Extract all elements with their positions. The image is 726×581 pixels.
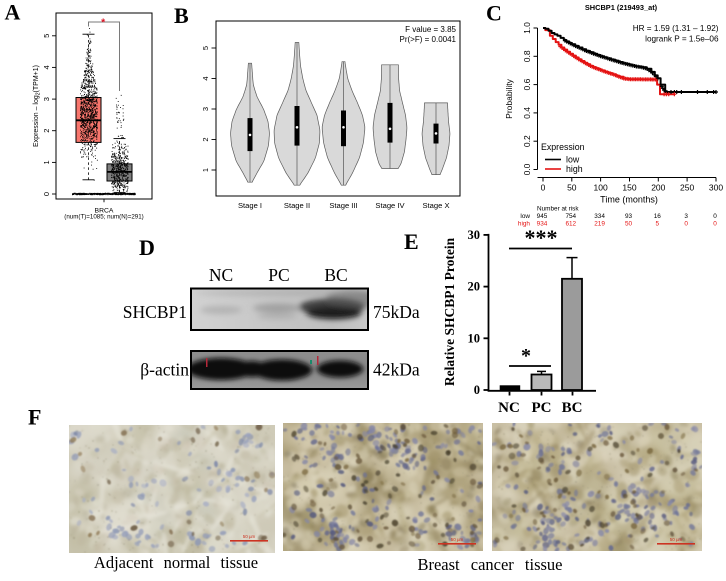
- svg-text:*: *: [521, 345, 531, 367]
- svg-text:PC: PC: [268, 265, 289, 285]
- svg-text:Expression: Expression: [541, 142, 585, 152]
- svg-text:logrank P = 1.5e–06: logrank P = 1.5e–06: [645, 35, 719, 44]
- svg-text:754: 754: [565, 213, 576, 220]
- svg-text:Stage I: Stage I: [238, 201, 262, 210]
- svg-text:Relative SHCBP1 Protein: Relative SHCBP1 Protein: [442, 237, 457, 386]
- svg-text:2: 2: [42, 129, 51, 133]
- svg-text:50: 50: [625, 221, 633, 228]
- svg-text:D: D: [139, 235, 155, 260]
- svg-text:BC: BC: [324, 265, 347, 285]
- svg-text:42kDa: 42kDa: [373, 360, 420, 380]
- svg-text:0: 0: [684, 221, 688, 228]
- svg-text:***: ***: [525, 225, 558, 250]
- svg-text:0.4: 0.4: [522, 107, 532, 119]
- svg-text:150: 150: [622, 183, 636, 193]
- svg-text:β-actin: β-actin: [140, 360, 189, 380]
- svg-text:50 µm: 50 µm: [243, 534, 256, 539]
- svg-text:100: 100: [594, 183, 608, 193]
- svg-text:3: 3: [684, 213, 688, 220]
- svg-text:Number at risk: Number at risk: [537, 206, 579, 213]
- svg-text:0: 0: [713, 213, 717, 220]
- svg-text:1: 1: [201, 168, 210, 172]
- svg-text:Time (months): Time (months): [600, 195, 658, 205]
- svg-text:low: low: [566, 155, 580, 165]
- svg-text:Pr(>F) = 0.0041: Pr(>F) = 0.0041: [400, 35, 457, 44]
- svg-text:50: 50: [567, 183, 577, 193]
- svg-text:F: F: [28, 405, 41, 430]
- svg-text:high: high: [518, 221, 531, 228]
- svg-text:75kDa: 75kDa: [373, 302, 420, 322]
- svg-text:C: C: [486, 1, 502, 26]
- svg-text:0: 0: [42, 192, 51, 196]
- svg-text:Stage X: Stage X: [422, 201, 449, 210]
- svg-text:Expression – log2(TPM+1): Expression – log2(TPM+1): [33, 65, 42, 147]
- svg-text:A: A: [5, 0, 21, 25]
- svg-text:0: 0: [541, 183, 546, 193]
- svg-text:B: B: [174, 3, 189, 28]
- svg-text:NC: NC: [209, 265, 233, 285]
- svg-text:Probability: Probability: [504, 78, 514, 118]
- svg-text:3: 3: [201, 107, 210, 111]
- svg-text:10: 10: [468, 331, 481, 345]
- svg-text:4: 4: [42, 65, 51, 69]
- svg-text:1: 1: [42, 160, 51, 164]
- svg-text:219: 219: [594, 221, 605, 228]
- svg-text:NC: NC: [498, 400, 520, 416]
- svg-text:945: 945: [537, 213, 548, 220]
- svg-text:SHCBP1: SHCBP1: [123, 302, 187, 322]
- svg-text:0.8: 0.8: [522, 50, 532, 62]
- svg-text:20: 20: [468, 280, 481, 294]
- svg-text:934: 934: [537, 221, 548, 228]
- svg-text:Stage IV: Stage IV: [375, 201, 405, 210]
- svg-text:PC: PC: [532, 400, 552, 416]
- svg-text:30: 30: [468, 228, 481, 242]
- svg-text:F value = 3.85: F value = 3.85: [405, 25, 456, 34]
- svg-text:Stage III: Stage III: [329, 201, 357, 210]
- svg-text:BC: BC: [562, 400, 583, 416]
- svg-text:334: 334: [594, 213, 605, 220]
- svg-text:0: 0: [474, 383, 480, 397]
- svg-text:(num(T)=1085; num(N)=291): (num(T)=1085; num(N)=291): [64, 214, 143, 221]
- svg-text:Adjacent normal tissue: Adjacent normal tissue: [94, 553, 258, 572]
- svg-text:BRCA: BRCA: [95, 207, 114, 214]
- svg-text:200: 200: [651, 183, 665, 193]
- svg-text:SHCBP1 (219493_at): SHCBP1 (219493_at): [585, 3, 658, 12]
- svg-text:5: 5: [201, 46, 210, 50]
- svg-text:E: E: [404, 229, 419, 254]
- svg-text:1.0: 1.0: [522, 22, 532, 34]
- svg-text:0.6: 0.6: [522, 78, 532, 90]
- svg-text:Breast cancer tissue: Breast cancer tissue: [417, 555, 562, 574]
- svg-text:5: 5: [656, 221, 660, 228]
- svg-text:250: 250: [680, 183, 694, 193]
- svg-text:HR = 1.59 (1.31 – 1.92): HR = 1.59 (1.31 – 1.92): [633, 24, 719, 33]
- svg-text:4: 4: [201, 76, 210, 80]
- svg-text:2: 2: [201, 137, 210, 141]
- svg-text:Stage II: Stage II: [284, 201, 310, 210]
- svg-text:0.2: 0.2: [522, 135, 532, 147]
- svg-text:0.0: 0.0: [522, 163, 532, 175]
- svg-text:612: 612: [565, 221, 576, 228]
- svg-text:16: 16: [654, 213, 662, 220]
- svg-text:low: low: [520, 213, 530, 220]
- svg-text:0: 0: [713, 221, 717, 228]
- svg-text:50 µm: 50 µm: [670, 537, 683, 542]
- svg-text:5: 5: [42, 34, 51, 38]
- svg-text:93: 93: [625, 213, 633, 220]
- svg-text:*: *: [101, 17, 106, 29]
- svg-text:300: 300: [709, 183, 723, 193]
- svg-text:50 µm: 50 µm: [451, 537, 464, 542]
- svg-text:high: high: [566, 164, 583, 174]
- svg-text:3: 3: [42, 97, 51, 101]
